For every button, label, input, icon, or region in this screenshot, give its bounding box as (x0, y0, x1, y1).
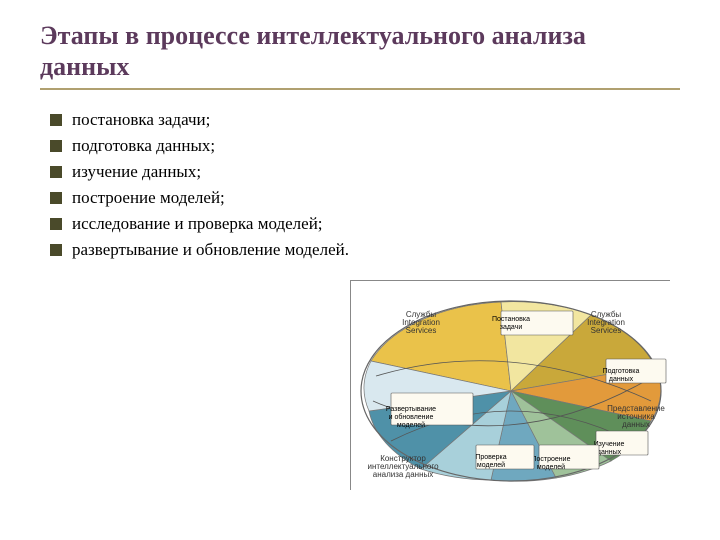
svg-text:Проверка: Проверка (475, 454, 506, 461)
svg-text:Services: Services (591, 326, 622, 335)
bullet-text: изучение данных; (72, 162, 201, 182)
svg-text:данных: данных (597, 449, 622, 456)
list-item: подготовка данных; (50, 136, 680, 156)
bullet-text: построение моделей; (72, 188, 225, 208)
svg-text:моделей: моделей (477, 461, 505, 469)
svg-text:Построение: Построение (532, 456, 571, 463)
square-bullet-icon (50, 218, 62, 230)
list-item: построение моделей; (50, 188, 680, 208)
svg-text:Services: Services (406, 326, 437, 335)
bullet-text: развертывание и обновление моделей. (72, 240, 349, 260)
square-bullet-icon (50, 114, 62, 126)
svg-text:Развертывание: Развертывание (386, 406, 436, 413)
svg-text:данных: данных (609, 376, 634, 383)
title-underline (40, 88, 680, 90)
svg-text:Подготовка: Подготовка (603, 368, 640, 375)
square-bullet-icon (50, 166, 62, 178)
square-bullet-icon (50, 244, 62, 256)
square-bullet-icon (50, 192, 62, 204)
svg-text:данных: данных (622, 420, 650, 429)
list-item: постановка задачи; (50, 110, 680, 130)
bullet-list: постановка задачи; подготовка данных; из… (50, 110, 680, 260)
list-item: исследование и проверка моделей; (50, 214, 680, 234)
square-bullet-icon (50, 140, 62, 152)
svg-text:анализа данных: анализа данных (373, 470, 434, 479)
svg-text:моделей: моделей (537, 463, 565, 471)
svg-text:задачи: задачи (500, 324, 523, 331)
list-item: изучение данных; (50, 162, 680, 182)
list-item: развертывание и обновление моделей. (50, 240, 680, 260)
process-diagram: СлужбыIntegrationServicesПостановказадач… (350, 280, 670, 490)
bullet-text: исследование и проверка моделей; (72, 214, 323, 234)
svg-text:моделей: моделей (397, 421, 425, 429)
bullet-text: постановка задачи; (72, 110, 210, 130)
svg-text:Постановка: Постановка (492, 316, 530, 323)
svg-text:и обновление: и обновление (389, 413, 434, 421)
bullet-text: подготовка данных; (72, 136, 215, 156)
page-title: Этапы в процессе интеллектуального анали… (40, 20, 680, 82)
